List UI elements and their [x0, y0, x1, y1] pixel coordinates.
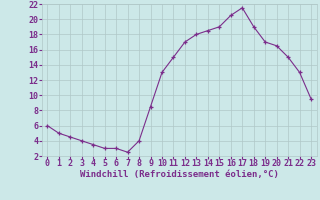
X-axis label: Windchill (Refroidissement éolien,°C): Windchill (Refroidissement éolien,°C) — [80, 170, 279, 179]
